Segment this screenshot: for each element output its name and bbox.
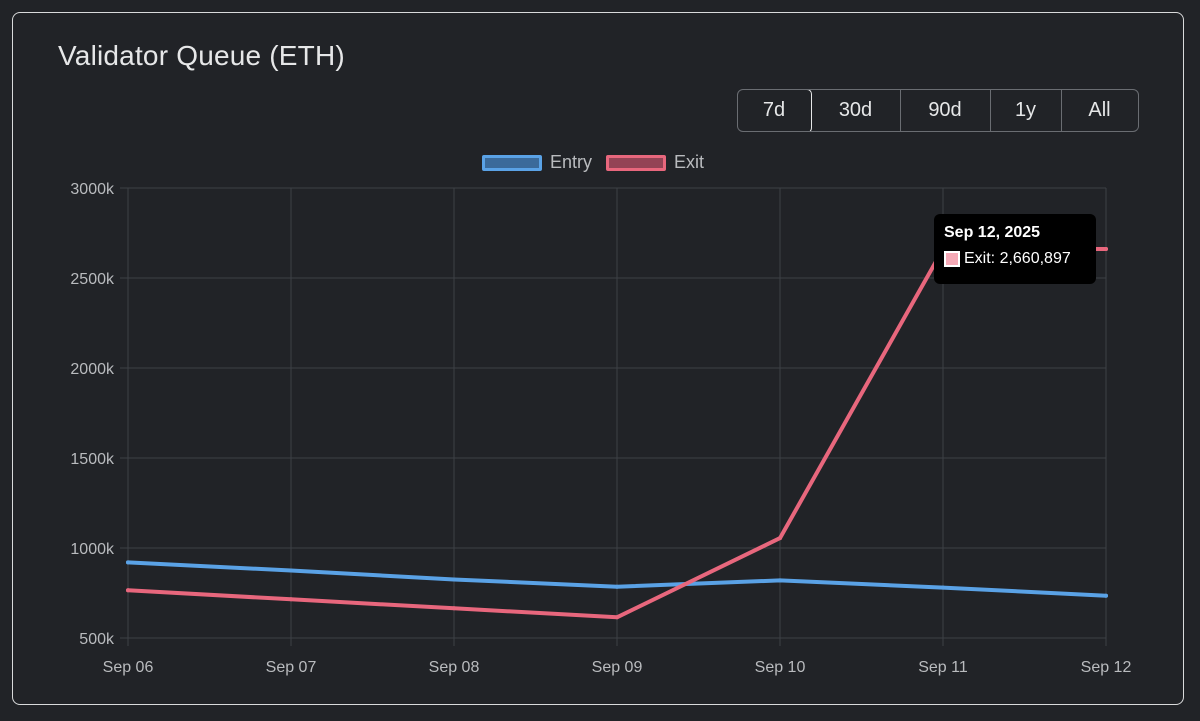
x-tick-label: Sep 09: [592, 659, 643, 676]
x-tick-label: Sep 08: [429, 659, 480, 676]
legend-swatch-entry: [482, 154, 542, 171]
data-point-exit: [289, 597, 293, 602]
data-point-entry: [289, 568, 293, 573]
y-tick-label: 2000k: [70, 361, 115, 378]
data-point-exit: [615, 615, 619, 620]
x-tick-label: Sep 11: [918, 659, 968, 676]
data-point-exit: [778, 536, 782, 541]
tooltip-row: Exit: 2,660,897: [944, 250, 1086, 268]
data-point-entry: [941, 585, 945, 590]
legend-label-exit: Exit: [674, 152, 705, 172]
legend-label-entry: Entry: [550, 152, 593, 172]
range-1y-button[interactable]: 1y: [991, 90, 1062, 131]
data-point-entry: [126, 560, 130, 565]
range-30d-button[interactable]: 30d: [812, 90, 901, 131]
data-point-exit: [452, 606, 456, 611]
data-point-entry: [778, 578, 782, 583]
range-7d-button[interactable]: 7d: [737, 90, 812, 131]
data-point-entry: [452, 577, 456, 582]
y-tick-label: 3000k: [70, 181, 115, 198]
range-all-button[interactable]: All: [1088, 99, 1111, 121]
y-tick-label: 1500k: [70, 451, 115, 468]
legend-item-exit[interactable]: Exit: [606, 152, 704, 173]
data-point-entry: [1104, 593, 1108, 598]
data-point-entry: [615, 584, 619, 589]
time-range-selector: 7d 30d 90d 1y All: [737, 89, 1139, 132]
chart-title: Validator Queue (ETH): [58, 40, 345, 71]
chart-legend: Entry Exit: [482, 152, 704, 173]
data-point-exit: [126, 588, 130, 593]
y-tick-label: 2500k: [70, 271, 115, 288]
tooltip-title: Sep 12, 2025: [944, 224, 1041, 241]
x-tick-label: Sep 12: [1081, 659, 1132, 676]
x-tick-label: Sep 10: [755, 659, 806, 676]
chart-tooltip: Sep 12, 2025 Exit: 2,660,897: [934, 214, 1096, 284]
legend-item-entry[interactable]: Entry: [482, 152, 592, 173]
range-90d-button[interactable]: 90d: [901, 90, 991, 131]
tooltip-label: Exit: 2,660,897: [964, 250, 1071, 267]
x-tick-label: Sep 07: [266, 659, 317, 676]
tooltip-color-swatch: [944, 251, 960, 267]
y-tick-label: 1000k: [70, 541, 115, 558]
x-tick-label: Sep 06: [103, 659, 154, 676]
legend-swatch-exit: [606, 154, 667, 171]
y-tick-label: 500k: [79, 631, 115, 648]
data-point-exit: [1104, 247, 1108, 252]
